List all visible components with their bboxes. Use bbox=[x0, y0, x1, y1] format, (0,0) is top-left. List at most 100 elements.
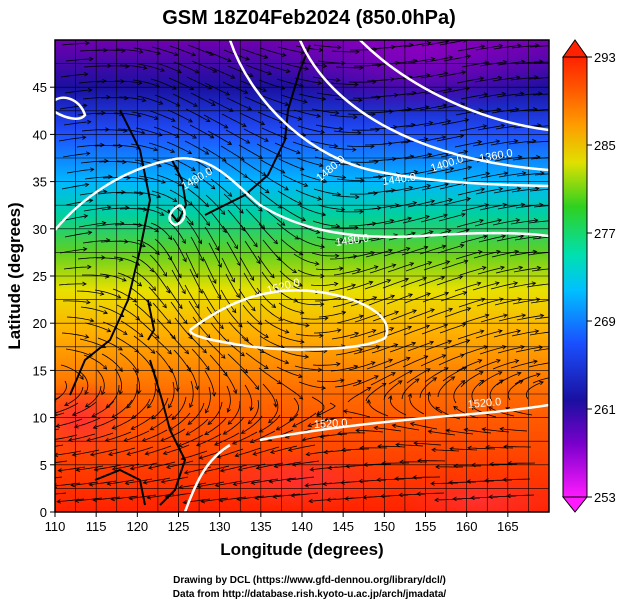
streamline bbox=[376, 478, 405, 481]
streamline-arrow bbox=[301, 437, 307, 442]
streamline bbox=[137, 63, 165, 72]
streamline-arrow bbox=[351, 283, 356, 288]
streamline bbox=[526, 283, 549, 288]
streamline bbox=[277, 190, 302, 205]
streamline-arrow bbox=[399, 459, 404, 465]
streamline bbox=[108, 447, 136, 456]
streamline bbox=[80, 160, 108, 164]
streamline-arrow bbox=[553, 44, 557, 48]
streamline bbox=[93, 416, 119, 429]
streamline-arrow bbox=[353, 364, 359, 370]
streamline bbox=[232, 431, 258, 445]
streamline bbox=[419, 377, 437, 399]
streamline-arrow bbox=[467, 165, 473, 171]
streamline-arrow bbox=[470, 495, 475, 501]
streamline-arrow bbox=[339, 378, 345, 383]
streamline-arrow bbox=[87, 230, 93, 236]
streamline-arrow bbox=[106, 95, 111, 100]
streamline-arrow bbox=[520, 202, 526, 208]
streamline-arrow bbox=[535, 297, 541, 302]
streamline bbox=[203, 258, 217, 284]
streamline-arrow bbox=[425, 324, 431, 329]
streamline-arrow bbox=[514, 107, 520, 112]
streamline-arrow bbox=[89, 452, 95, 457]
streamline-arrow bbox=[497, 75, 503, 81]
streamline bbox=[371, 204, 399, 210]
streamline bbox=[100, 97, 129, 99]
streamline bbox=[166, 460, 194, 468]
streamline bbox=[259, 335, 285, 349]
streamline bbox=[98, 305, 124, 317]
streamline-arrow bbox=[408, 370, 414, 375]
streamline bbox=[102, 176, 131, 179]
streamline-arrow bbox=[108, 451, 113, 457]
streamline-arrow bbox=[430, 199, 436, 204]
streamline-arrow bbox=[150, 349, 156, 354]
streamline bbox=[126, 383, 138, 409]
streamline-arrow bbox=[155, 83, 160, 88]
streamline bbox=[185, 252, 198, 278]
streamline-arrow bbox=[344, 496, 349, 501]
streamline bbox=[111, 495, 139, 500]
streamline-arrow bbox=[558, 172, 562, 176]
streamline-arrow bbox=[320, 244, 326, 249]
streamline bbox=[171, 269, 186, 294]
coastline-borneo bbox=[94, 468, 146, 506]
streamline-arrow bbox=[233, 244, 238, 250]
streamline-arrow bbox=[357, 379, 362, 384]
streamline-arrow bbox=[314, 261, 320, 266]
streamline-arrow bbox=[263, 54, 269, 59]
streamline bbox=[189, 268, 203, 294]
streamline-arrow bbox=[496, 359, 501, 364]
contour-label: 1520.0 bbox=[314, 417, 348, 431]
streamline-arrow bbox=[64, 401, 69, 406]
streamline-arrow bbox=[196, 483, 202, 489]
streamline-arrow bbox=[412, 201, 418, 206]
streamline bbox=[114, 224, 142, 226]
streamline bbox=[348, 81, 377, 83]
streamline-arrow bbox=[389, 218, 395, 224]
streamline bbox=[354, 64, 382, 67]
streamline bbox=[238, 288, 256, 311]
streamline bbox=[279, 126, 306, 137]
streamline-arrow bbox=[517, 155, 523, 160]
streamline bbox=[171, 396, 187, 420]
streamline bbox=[401, 246, 428, 256]
streamline bbox=[294, 77, 322, 84]
streamline-arrow bbox=[296, 149, 301, 155]
streamline bbox=[364, 279, 391, 290]
streamline-arrow bbox=[539, 313, 545, 319]
streamline-arrow bbox=[239, 209, 244, 214]
contour-label: 1440.0 bbox=[382, 171, 417, 188]
streamline bbox=[455, 109, 483, 116]
streamline-arrow bbox=[173, 51, 179, 57]
streamline bbox=[258, 367, 282, 385]
streamline bbox=[206, 306, 224, 329]
streamline-arrow bbox=[92, 424, 98, 429]
streamline bbox=[533, 61, 549, 64]
streamline-arrow bbox=[320, 273, 325, 279]
streamline bbox=[495, 266, 523, 274]
streamline bbox=[115, 336, 139, 353]
streamline-arrow bbox=[539, 59, 544, 65]
colorbar-label: 269 bbox=[594, 314, 616, 329]
streamline-arrow bbox=[453, 405, 458, 411]
streamline-arrow bbox=[272, 494, 278, 499]
streamline bbox=[311, 108, 339, 114]
streamline bbox=[511, 188, 539, 193]
streamline bbox=[296, 301, 324, 306]
streamline-arrow bbox=[138, 49, 144, 54]
streamline-arrow bbox=[67, 437, 73, 442]
streamline bbox=[55, 482, 81, 487]
streamline bbox=[492, 76, 520, 82]
streamline-arrow bbox=[106, 205, 112, 210]
streamline-arrow bbox=[338, 126, 344, 132]
streamline-arrow bbox=[377, 63, 382, 68]
streamline bbox=[478, 235, 506, 243]
streamline-arrow bbox=[333, 281, 339, 287]
streamline bbox=[167, 253, 182, 278]
streamline bbox=[241, 48, 268, 59]
streamline-arrow bbox=[358, 314, 364, 319]
streamline bbox=[383, 380, 403, 401]
streamline-arrow bbox=[159, 211, 165, 216]
